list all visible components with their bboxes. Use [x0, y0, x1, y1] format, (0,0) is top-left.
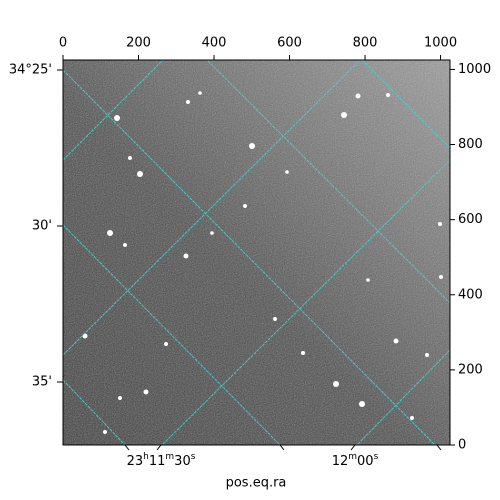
wcs-ticks: [57, 69, 442, 451]
ra-tick-label: 23h11m30s: [127, 452, 196, 469]
x-tick-label: 0: [59, 36, 67, 51]
y-tick-label: 200: [458, 362, 483, 377]
y-tick-label: 800: [458, 137, 483, 152]
ra-tick-label: 12m00s: [332, 452, 379, 469]
x-tick-label: 800: [353, 36, 378, 51]
dec-tick-label: 30': [32, 219, 52, 234]
y-tick-label: 1000: [458, 62, 491, 77]
x-axis-label: pos.eq.ra: [226, 476, 287, 491]
sky-image: [63, 60, 450, 445]
axes-frame: [62, 59, 451, 446]
x-tick-label: 1000: [424, 36, 457, 51]
coordinate-grid: [63, 60, 450, 445]
dec-tick-label: 35': [32, 375, 52, 390]
stars: [82, 91, 443, 434]
y-tick-label: 600: [458, 212, 483, 227]
dec-tick-label: 34°25': [9, 63, 52, 78]
x-tick-label: 200: [126, 36, 151, 51]
y-tick-label: 400: [458, 287, 483, 302]
x-tick-label: 400: [202, 36, 227, 51]
y-tick-label: 0: [458, 438, 466, 453]
x-tick-label: 600: [277, 36, 302, 51]
